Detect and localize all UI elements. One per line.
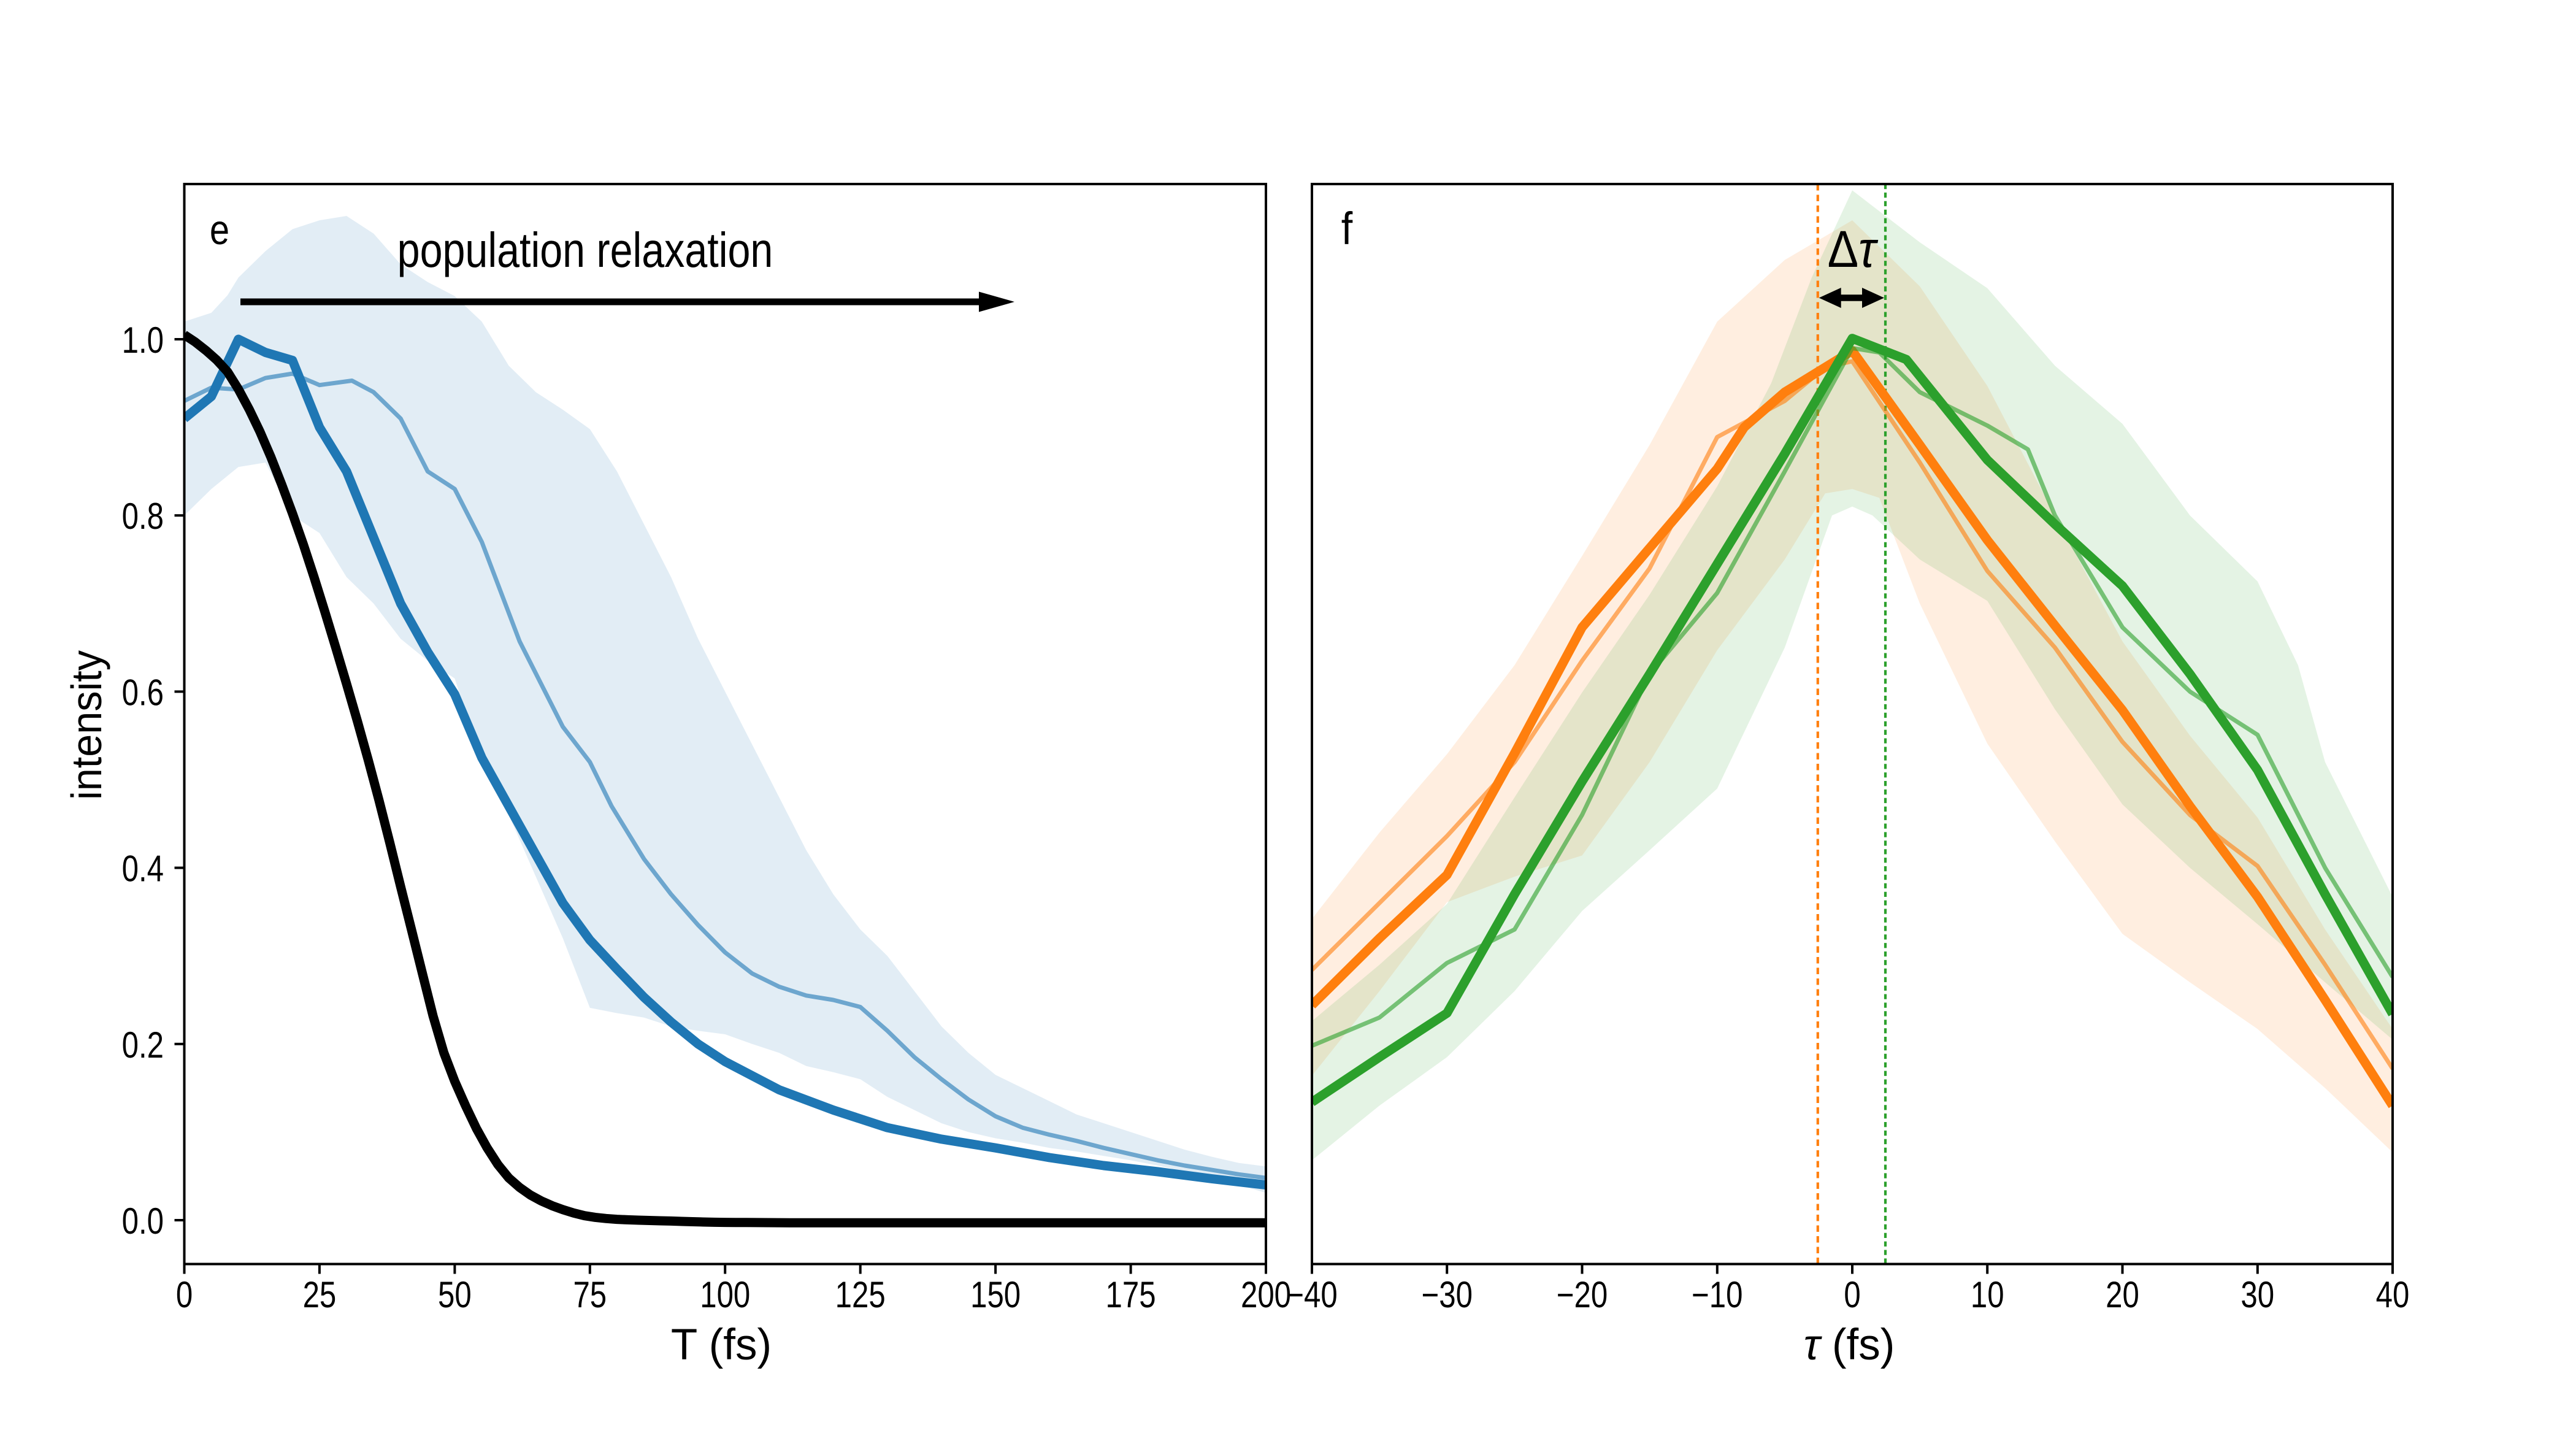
- svg-text:175: 175: [1106, 1274, 1156, 1315]
- svg-text:T (fs): T (fs): [671, 1321, 772, 1369]
- svg-text:1.0: 1.0: [122, 319, 164, 361]
- svg-text:125: 125: [835, 1274, 886, 1315]
- svg-text:20: 20: [2106, 1274, 2139, 1315]
- svg-text:−30: −30: [1422, 1274, 1473, 1315]
- svg-text:intensity: intensity: [63, 650, 110, 800]
- svg-text:0: 0: [1844, 1274, 1860, 1315]
- svg-text:τ (fs): τ (fs): [1804, 1321, 1895, 1369]
- svg-text:25: 25: [303, 1274, 337, 1315]
- svg-text:0.0: 0.0: [122, 1200, 164, 1242]
- svg-text:40: 40: [2376, 1274, 2410, 1315]
- svg-text:e: e: [210, 206, 229, 253]
- svg-text:0: 0: [176, 1274, 193, 1315]
- svg-text:f: f: [1341, 203, 1353, 254]
- svg-text:Δτ: Δτ: [1828, 220, 1879, 278]
- svg-text:−20: −20: [1557, 1274, 1608, 1315]
- svg-text:30: 30: [2241, 1274, 2274, 1315]
- svg-text:0.6: 0.6: [122, 672, 164, 713]
- svg-text:0.4: 0.4: [122, 848, 164, 890]
- svg-text:150: 150: [970, 1274, 1021, 1315]
- svg-text:−40: −40: [1286, 1274, 1337, 1315]
- svg-text:10: 10: [1971, 1274, 2004, 1315]
- svg-text:50: 50: [438, 1274, 472, 1315]
- svg-text:population relaxation: population relaxation: [397, 222, 773, 277]
- svg-text:0.2: 0.2: [122, 1024, 164, 1066]
- svg-text:200: 200: [1241, 1274, 1291, 1315]
- svg-text:−10: −10: [1692, 1274, 1742, 1315]
- svg-text:75: 75: [573, 1274, 607, 1315]
- svg-text:100: 100: [700, 1274, 750, 1315]
- svg-text:0.8: 0.8: [122, 496, 164, 537]
